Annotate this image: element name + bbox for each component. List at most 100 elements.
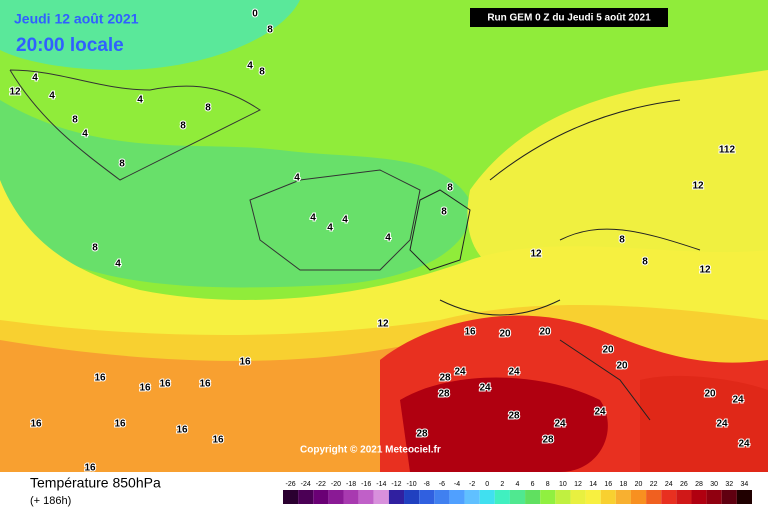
contour-label: 16 [239, 357, 251, 368]
contour-label: 24 [454, 367, 466, 378]
legend-swatch [283, 490, 299, 504]
contour-label: 16 [199, 379, 211, 390]
contour-label: 4 [49, 91, 55, 102]
legend-swatch [404, 490, 420, 504]
contour-label: 24 [508, 367, 520, 378]
contour-label: 16 [464, 327, 476, 338]
legend-tick-label: -14 [376, 481, 386, 488]
legend-swatch [479, 490, 495, 504]
contour-label: 24 [554, 419, 566, 430]
legend-swatch [298, 490, 314, 504]
contour-label: 8 [619, 235, 625, 246]
legend-tick-label: 14 [589, 481, 597, 488]
legend-tick-label: -16 [361, 481, 371, 488]
legend-tick-label: 30 [710, 481, 718, 488]
contour-label: 4 [310, 213, 316, 224]
contour-label: 8 [205, 103, 211, 114]
legend-swatch [600, 490, 616, 504]
contour-label: 8 [441, 207, 447, 218]
contour-label: 12 [530, 249, 542, 260]
legend-swatch [585, 490, 601, 504]
legend-tick-label: -18 [346, 481, 356, 488]
legend-swatch [494, 490, 510, 504]
contour-label: 16 [159, 379, 171, 390]
contour-label: 8 [267, 25, 273, 36]
contour-label: 16 [212, 435, 224, 446]
contour-label: 8 [72, 115, 78, 126]
legend-swatch [419, 490, 435, 504]
contour-label: 4 [385, 233, 391, 244]
contour-label: 8 [180, 121, 186, 132]
contour-label: 28 [438, 389, 450, 400]
contour-label: 20 [602, 345, 614, 356]
legend-swatch [358, 490, 374, 504]
legend-swatch [343, 490, 359, 504]
contour-label: 4 [115, 259, 121, 270]
legend-tick-label: 28 [695, 481, 703, 488]
legend-tick-label: -20 [331, 481, 341, 488]
legend-tick-label: 18 [620, 481, 628, 488]
legend-swatch [464, 490, 480, 504]
legend-swatch [449, 490, 465, 504]
legend-swatch [691, 490, 707, 504]
contour-label: 12 [377, 319, 389, 330]
legend-swatch [373, 490, 389, 504]
legend-swatch [630, 490, 647, 504]
legend-tick-label: 24 [665, 481, 673, 488]
contour-label: 4 [137, 95, 143, 106]
footer-subtitle: (+ 186h) [30, 495, 71, 507]
legend-swatch [736, 490, 752, 504]
contour-label: 8 [92, 243, 98, 254]
contour-label: 16 [84, 463, 96, 474]
contour-label: 4 [32, 73, 38, 84]
legend-tick-label: 22 [650, 481, 658, 488]
legend-tick-label: -24 [301, 481, 311, 488]
legend-swatch [706, 490, 722, 504]
contour-label: 112 [719, 145, 736, 156]
legend-tick-label: 20 [635, 481, 643, 488]
contour-label: 16 [94, 373, 106, 384]
legend-swatch [555, 490, 571, 504]
contour-label: 8 [119, 159, 125, 170]
legend-tick-label: 6 [531, 481, 535, 488]
legend-tick-label: 10 [559, 481, 567, 488]
contour-label: 8 [447, 183, 453, 194]
contour-label: 12 [9, 87, 21, 98]
legend-tick-label: -22 [316, 481, 326, 488]
legend-tick-label: -8 [424, 481, 430, 488]
contour-label: 4 [342, 215, 348, 226]
contour-label: 4 [294, 173, 300, 184]
run-box [470, 8, 668, 27]
contour-label: 16 [30, 419, 42, 430]
contour-label: 28 [508, 411, 520, 422]
legend-swatch [540, 490, 556, 504]
legend-swatch [646, 490, 662, 504]
legend-swatch [525, 490, 541, 504]
forecast-date: Jeudi 12 août 2021 [14, 11, 139, 27]
legend-tick-label: 4 [516, 481, 520, 488]
copyright: Copyright © 2021 Meteociel.fr [300, 445, 441, 456]
legend-swatch [388, 490, 405, 504]
legend-swatch [509, 490, 526, 504]
legend-tick-label: -2 [469, 481, 475, 488]
legend-tick-label: 8 [546, 481, 550, 488]
contour-label: 12 [699, 265, 711, 276]
legend-tick-label: 2 [500, 481, 504, 488]
legend-swatch [570, 490, 586, 504]
legend-tick-label: -12 [391, 481, 401, 488]
legend-swatch [434, 490, 450, 504]
legend-tick-label: -4 [454, 481, 460, 488]
contour-label: 20 [704, 389, 716, 400]
contour-label: 20 [616, 361, 628, 372]
legend-swatch [313, 490, 329, 504]
color-legend: -26 -24 -22 -20 -18 -16 -14 -12 -10 -8 -6 -4 -2 0 2 4 6 8… [283, 481, 752, 504]
contour-label: 24 [594, 407, 606, 418]
legend-tick-label: -10 [407, 481, 417, 488]
contour-label: 16 [176, 425, 188, 436]
legend-tick-label: 0 [485, 481, 489, 488]
contour-label: 28 [439, 373, 451, 384]
contour-label: 20 [499, 329, 511, 340]
contour-label: 0 [252, 9, 258, 20]
legend-tick-label: 34 [741, 481, 749, 488]
